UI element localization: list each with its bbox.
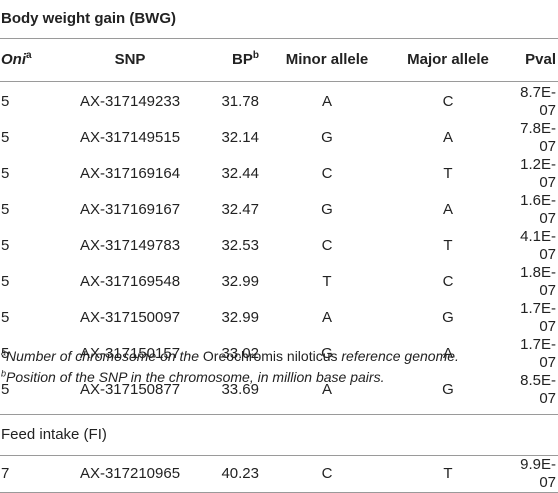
- header-minor-allele: Minor allele: [267, 38, 387, 82]
- fi-section: Feed intake (FI): [0, 408, 558, 456]
- cell-bp: 32.53: [221, 237, 259, 254]
- bwg-rows: 5 AX-317149233 31.78 A C 8.7E-07 5 AX-317149515…: [0, 82, 558, 409]
- cell-snp: AX-317169548: [79, 273, 181, 290]
- cell-major: A: [442, 129, 453, 146]
- cell-major: T: [443, 237, 453, 254]
- table-row: 5 AX-317149783 32.53 C T 4.1E-07: [0, 228, 558, 264]
- cell-major: G: [442, 381, 454, 398]
- footnotes: aNumber of chromosome on the Oreochromis…: [1, 346, 459, 388]
- header-bp-footnote-mark: b: [252, 50, 259, 61]
- cell-pval: 8.5E-07: [520, 372, 556, 407]
- header-oni: Onia: [0, 38, 71, 82]
- fi-section-title: Feed intake (FI): [0, 414, 558, 456]
- cell-minor: A: [321, 309, 332, 326]
- cell-minor: G: [321, 201, 333, 218]
- cell-snp: AX-317210965: [71, 455, 189, 493]
- table-row: 5 AX-317169548 32.99 T C 1.8E-07: [0, 264, 558, 300]
- cell-minor: G: [321, 129, 333, 146]
- table-row: 5 AX-317169167 32.47 G A 1.6E-07: [0, 192, 558, 228]
- table-row: 5 AX-317149233 31.78 A C 8.7E-07: [0, 82, 558, 121]
- cell-pval: 4.1E-07: [520, 228, 556, 263]
- cell-major: T: [443, 165, 453, 182]
- table-row: 5 AX-317149515 32.14 G A 7.8E-07: [0, 120, 558, 156]
- cell-oni: 7: [0, 455, 71, 493]
- cell-oni: 5: [1, 129, 10, 146]
- header-snp: SNP: [71, 38, 189, 82]
- cell-snp: AX-317150097: [79, 309, 181, 326]
- cell-oni: 5: [1, 381, 10, 398]
- cell-oni: 5: [1, 201, 10, 218]
- cell-minor: C: [321, 165, 333, 182]
- footnote-b-text: Position of the SNP in the chromosome, i…: [6, 369, 385, 385]
- footnote-a-text-end: reference genome.: [337, 348, 459, 364]
- cell-major: A: [442, 345, 453, 362]
- table-row: 5 AX-317169164 32.44 C T 1.2E-07: [0, 156, 558, 192]
- cell-pval: 9.9E-07: [509, 455, 558, 493]
- cell-pval: 1.8E-07: [520, 264, 556, 299]
- bwg-section-row: Body weight gain (BWG): [0, 0, 558, 39]
- footnote-a-mark: a: [1, 347, 7, 358]
- cell-bp: 31.78: [221, 93, 259, 110]
- cell-snp: AX-317149233: [79, 93, 181, 110]
- bwg-section-title: Body weight gain (BWG): [0, 0, 558, 39]
- cell-pval: 7.8E-07: [520, 120, 556, 155]
- cell-minor: T: [322, 273, 332, 290]
- cell-major: C: [442, 93, 454, 110]
- cell-snp: AX-317169167: [79, 201, 181, 218]
- cell-bp: 32.99: [221, 273, 259, 290]
- cell-minor: C: [267, 455, 387, 493]
- cell-oni: 5: [1, 237, 10, 254]
- footnote-a-text: Number of chromosome on the: [6, 348, 203, 364]
- cell-minor: C: [321, 237, 333, 254]
- cell-pval: 8.7E-07: [520, 84, 556, 119]
- cell-bp: 40.23: [189, 455, 267, 493]
- cell-bp: 32.44: [221, 165, 259, 182]
- table-row: 5 AX-317150157 33.02 G A 1.7E-07: [0, 336, 558, 372]
- cell-oni: 5: [1, 273, 10, 290]
- table-row: 5 AX-317150097 32.99 A G 1.7E-07: [0, 300, 558, 336]
- cell-bp: 32.99: [221, 309, 259, 326]
- cell-minor: A: [321, 381, 332, 398]
- cell-snp: AX-317169164: [79, 165, 181, 182]
- cell-bp: 32.47: [221, 201, 259, 218]
- cell-major: C: [442, 273, 454, 290]
- header-bp: BPb: [189, 38, 267, 82]
- footnote-b-mark: b: [1, 368, 7, 379]
- column-header-row: Onia SNP BPb Minor allele Major allele P…: [0, 38, 558, 82]
- fi-section-row: Feed intake (FI): [0, 414, 558, 456]
- cell-major: T: [387, 455, 509, 493]
- cell-bp: 32.14: [221, 129, 259, 146]
- cell-oni: 5: [1, 345, 10, 362]
- cell-bp: 33.69: [221, 381, 259, 398]
- header-pval: Pval: [509, 38, 558, 82]
- cell-oni: 5: [1, 309, 10, 326]
- header-oni-footnote-mark: a: [26, 50, 32, 61]
- cell-bp: 33.02: [221, 345, 259, 362]
- cell-pval: 1.7E-07: [520, 336, 556, 371]
- header-major-allele: Major allele: [387, 38, 509, 82]
- cell-oni: 5: [1, 93, 10, 110]
- cell-snp: AX-317149515: [79, 129, 181, 146]
- cell-snp: AX-317149783: [79, 237, 181, 254]
- cell-snp: AX-317150877: [79, 381, 181, 398]
- table-row: 7 AX-317210965 40.23 C T 9.9E-07: [0, 455, 558, 493]
- footnote-a: aNumber of chromosome on the Oreochromis…: [1, 346, 459, 367]
- cell-major: G: [442, 309, 454, 326]
- cell-pval: 1.6E-07: [520, 192, 556, 227]
- header-bp-label: BP: [232, 51, 253, 68]
- cell-pval: 1.7E-07: [520, 300, 556, 335]
- fi-rows: 7 AX-317210965 40.23 C T 9.9E-07: [0, 455, 558, 493]
- cell-minor: G: [321, 345, 333, 362]
- cell-major: A: [442, 201, 453, 218]
- cell-snp: AX-317150157: [79, 345, 181, 362]
- cell-oni: 5: [1, 165, 10, 182]
- table-row: 5 AX-317150877 33.69 A G 8.5E-07: [0, 372, 558, 408]
- header-oni-label: Oni: [1, 51, 26, 68]
- cell-minor: A: [321, 93, 332, 110]
- footnote-b: bPosition of the SNP in the chromosome, …: [1, 367, 459, 388]
- cell-pval: 1.2E-07: [520, 156, 556, 191]
- footnote-a-species: Oreochromis niloticus: [202, 348, 338, 364]
